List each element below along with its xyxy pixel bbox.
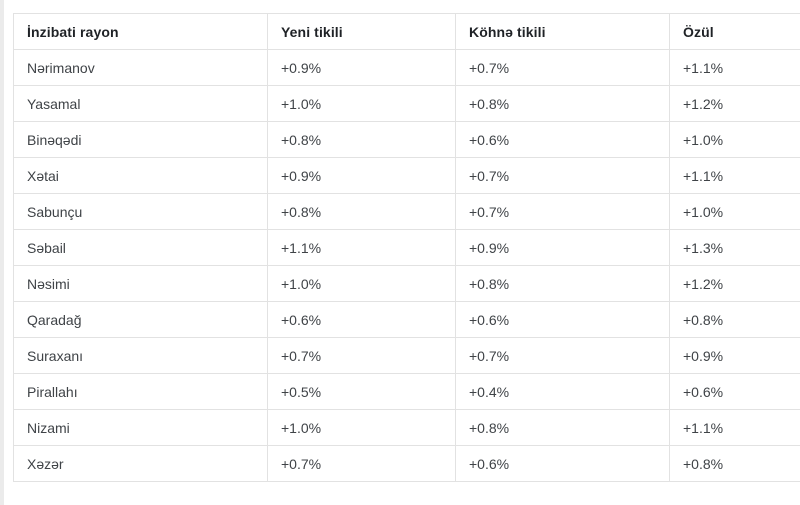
kohne-tikili-cell: +0.4% (455, 373, 670, 410)
districts-table-container: İnzibati rayon Yeni tikili Köhnə tikili … (13, 13, 800, 482)
kohne-tikili-cell: +0.9% (455, 229, 670, 266)
kohne-tikili-cell: +0.7% (455, 337, 670, 374)
table-row: Nizami +1.0% +0.8% +1.1% (13, 409, 800, 446)
yeni-tikili-cell: +1.0% (267, 409, 456, 446)
yeni-tikili-cell: +0.9% (267, 157, 456, 194)
yeni-tikili-cell: +0.8% (267, 121, 456, 158)
kohne-tikili-cell: +0.8% (455, 409, 670, 446)
table-row: Pirallahı +0.5% +0.4% +0.6% (13, 373, 800, 410)
yeni-tikili-cell: +1.0% (267, 265, 456, 302)
ozul-cell: +0.6% (669, 373, 800, 410)
kohne-tikili-cell: +0.7% (455, 49, 670, 86)
ozul-cell: +1.2% (669, 85, 800, 122)
table-header: İnzibati rayon Yeni tikili Köhnə tikili … (13, 13, 800, 50)
table-row: Səbail +1.1% +0.9% +1.3% (13, 229, 800, 266)
kohne-tikili-cell: +0.8% (455, 265, 670, 302)
district-cell: Suraxanı (13, 337, 268, 374)
ozul-cell: +1.1% (669, 157, 800, 194)
district-cell: Səbail (13, 229, 268, 266)
districts-price-table: İnzibati rayon Yeni tikili Köhnə tikili … (13, 13, 800, 482)
ozul-cell: +1.3% (669, 229, 800, 266)
table-row: Nəsimi +1.0% +0.8% +1.2% (13, 265, 800, 302)
table-row: Binəqədi +0.8% +0.6% +1.0% (13, 121, 800, 158)
district-cell: Qaradağ (13, 301, 268, 338)
kohne-tikili-cell: +0.7% (455, 193, 670, 230)
district-cell: Nərimanov (13, 49, 268, 86)
district-cell: Binəqədi (13, 121, 268, 158)
column-header-district: İnzibati rayon (13, 13, 268, 50)
ozul-cell: +1.1% (669, 49, 800, 86)
table-row: Yasamal +1.0% +0.8% +1.2% (13, 85, 800, 122)
table-row: Xəzər +0.7% +0.6% +0.8% (13, 445, 800, 482)
kohne-tikili-cell: +0.7% (455, 157, 670, 194)
column-header-yeni-tikili: Yeni tikili (267, 13, 456, 50)
yeni-tikili-cell: +0.6% (267, 301, 456, 338)
district-cell: Sabunçu (13, 193, 268, 230)
table-row: Nərimanov +0.9% +0.7% +1.1% (13, 49, 800, 86)
district-cell: Yasamal (13, 85, 268, 122)
kohne-tikili-cell: +0.6% (455, 121, 670, 158)
column-header-ozul: Özül (669, 13, 800, 50)
table-body: Nərimanov +0.9% +0.7% +1.1% Yasamal +1.0… (13, 49, 800, 482)
ozul-cell: +1.0% (669, 121, 800, 158)
district-cell: Nəsimi (13, 265, 268, 302)
yeni-tikili-cell: +1.1% (267, 229, 456, 266)
table-row: Sabunçu +0.8% +0.7% +1.0% (13, 193, 800, 230)
ozul-cell: +0.8% (669, 445, 800, 482)
table-row: Xətai +0.9% +0.7% +1.1% (13, 157, 800, 194)
kohne-tikili-cell: +0.8% (455, 85, 670, 122)
yeni-tikili-cell: +0.7% (267, 337, 456, 374)
table-row: Qaradağ +0.6% +0.6% +0.8% (13, 301, 800, 338)
district-cell: Pirallahı (13, 373, 268, 410)
yeni-tikili-cell: +1.0% (267, 85, 456, 122)
district-cell: Nizami (13, 409, 268, 446)
kohne-tikili-cell: +0.6% (455, 445, 670, 482)
district-cell: Xəzər (13, 445, 268, 482)
yeni-tikili-cell: +0.8% (267, 193, 456, 230)
kohne-tikili-cell: +0.6% (455, 301, 670, 338)
ozul-cell: +1.1% (669, 409, 800, 446)
page-edge-strip (0, 0, 4, 505)
ozul-cell: +0.8% (669, 301, 800, 338)
ozul-cell: +1.2% (669, 265, 800, 302)
ozul-cell: +0.9% (669, 337, 800, 374)
header-row: İnzibati rayon Yeni tikili Köhnə tikili … (13, 13, 800, 50)
yeni-tikili-cell: +0.5% (267, 373, 456, 410)
table-row: Suraxanı +0.7% +0.7% +0.9% (13, 337, 800, 374)
ozul-cell: +1.0% (669, 193, 800, 230)
district-cell: Xətai (13, 157, 268, 194)
yeni-tikili-cell: +0.9% (267, 49, 456, 86)
yeni-tikili-cell: +0.7% (267, 445, 456, 482)
column-header-kohne-tikili: Köhnə tikili (455, 13, 670, 50)
